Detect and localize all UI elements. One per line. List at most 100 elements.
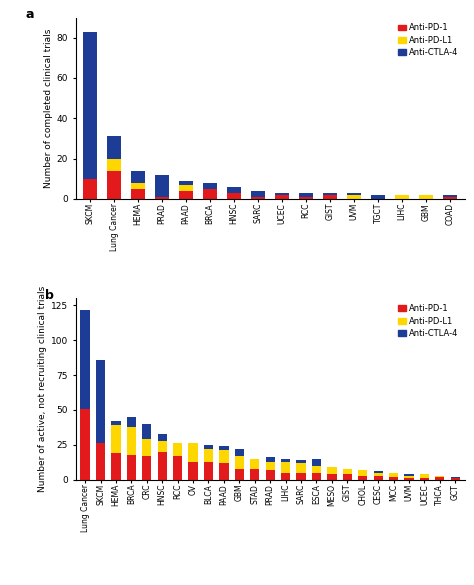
Bar (127, 417, 136, 426)
Bar (389, 473, 398, 477)
Bar (281, 473, 290, 480)
Bar (107, 159, 121, 171)
Bar (157, 441, 167, 452)
Bar (142, 439, 151, 456)
Bar (131, 171, 146, 183)
Bar (83, 178, 98, 199)
Legend: Anti-PD-1, Anti-PD-L1, Anti-CTLA-4: Anti-PD-1, Anti-PD-L1, Anti-CTLA-4 (396, 302, 460, 340)
Bar (235, 456, 244, 469)
Bar (265, 457, 275, 462)
Bar (107, 171, 121, 199)
Bar (419, 195, 433, 199)
Bar (374, 472, 383, 473)
Bar (157, 433, 167, 441)
Bar (299, 197, 313, 199)
Bar (107, 136, 121, 159)
Text: a: a (25, 9, 34, 22)
Bar (204, 462, 213, 480)
Bar (358, 476, 367, 480)
Bar (111, 421, 120, 425)
Y-axis label: Number of active, not recruiting clinical trials: Number of active, not recruiting clinica… (38, 286, 47, 492)
Bar (142, 456, 151, 480)
Bar (296, 473, 306, 480)
Bar (389, 477, 398, 480)
Bar (250, 459, 259, 469)
Bar (265, 462, 275, 470)
Bar (131, 189, 146, 199)
Legend: Anti-PD-1, Anti-PD-L1, Anti-CTLA-4: Anti-PD-1, Anti-PD-L1, Anti-CTLA-4 (396, 22, 460, 58)
Bar (96, 443, 105, 480)
Text: b: b (45, 290, 54, 302)
Bar (83, 32, 98, 178)
Bar (204, 445, 213, 449)
Bar (374, 473, 383, 476)
Bar (251, 191, 265, 197)
Bar (81, 408, 90, 480)
Bar (435, 477, 445, 480)
Bar (179, 191, 193, 199)
Bar (323, 195, 337, 199)
Bar (219, 463, 228, 480)
Bar (420, 479, 429, 480)
Bar (203, 183, 218, 189)
Bar (189, 462, 198, 480)
Bar (275, 195, 289, 199)
Bar (451, 477, 460, 479)
Bar (157, 452, 167, 480)
Bar (219, 450, 228, 463)
Bar (312, 466, 321, 473)
Bar (265, 470, 275, 480)
Bar (443, 197, 457, 199)
Bar (312, 459, 321, 466)
Bar (347, 195, 361, 199)
Bar (404, 476, 414, 479)
Bar (435, 476, 445, 477)
Bar (299, 192, 313, 197)
Bar (203, 189, 218, 199)
Bar (251, 197, 265, 199)
Bar (111, 425, 120, 453)
Bar (131, 183, 146, 189)
Bar (155, 197, 169, 199)
Bar (179, 181, 193, 185)
Bar (179, 185, 193, 191)
Bar (451, 479, 460, 480)
Bar (443, 195, 457, 197)
Bar (227, 192, 241, 199)
Bar (235, 469, 244, 480)
Bar (281, 459, 290, 462)
Bar (219, 446, 228, 450)
Bar (127, 426, 136, 455)
Bar (374, 476, 383, 480)
Bar (81, 309, 90, 408)
Bar (142, 424, 151, 439)
Bar (420, 474, 429, 479)
Bar (173, 456, 182, 480)
Bar (404, 474, 414, 476)
Bar (327, 474, 337, 480)
Bar (227, 187, 241, 192)
Bar (358, 470, 367, 476)
Bar (327, 467, 337, 474)
Bar (96, 360, 105, 443)
Bar (111, 453, 120, 480)
Bar (312, 473, 321, 480)
Bar (275, 192, 289, 195)
Bar (189, 443, 198, 462)
Bar (296, 463, 306, 473)
Bar (343, 469, 352, 474)
Bar (235, 449, 244, 456)
Y-axis label: Number of completed clinical trials: Number of completed clinical trials (44, 29, 53, 188)
Bar (404, 479, 414, 480)
Bar (296, 460, 306, 463)
Bar (127, 455, 136, 480)
Bar (173, 443, 182, 456)
Bar (343, 474, 352, 480)
Bar (155, 174, 169, 197)
Bar (281, 462, 290, 473)
Bar (250, 469, 259, 480)
Bar (323, 192, 337, 195)
Bar (347, 192, 361, 195)
Bar (204, 449, 213, 462)
Bar (395, 195, 410, 199)
